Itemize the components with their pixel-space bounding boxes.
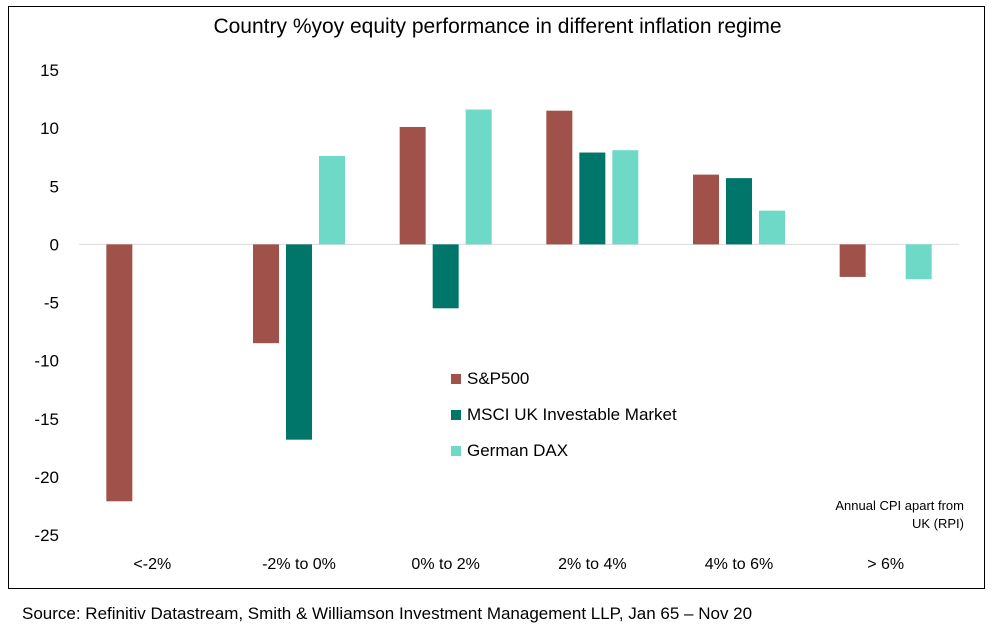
x-tick-label: 2% to 4% (558, 556, 626, 573)
y-tick-label: 15 (40, 61, 59, 80)
y-tick-label: 5 (50, 177, 59, 196)
bar (319, 156, 345, 245)
chart-note: Annual CPI apart from UK (RPI) (774, 497, 964, 533)
bar (905, 244, 932, 280)
y-tick-label: -10 (34, 352, 59, 371)
chart-note-line-2: UK (RPI) (912, 516, 964, 531)
legend-label-sp500: S&P500 (467, 369, 530, 388)
y-tick-label: -25 (34, 526, 59, 545)
y-tick-label: -15 (34, 410, 59, 429)
bar (432, 244, 459, 309)
bar (579, 152, 606, 245)
chart-legend: S&P500 MSCI UK Investable Market German … (451, 361, 677, 469)
x-tick-label: 4% to 6% (705, 556, 773, 573)
bar (465, 109, 492, 245)
x-tick-label: 0% to 2% (411, 556, 479, 573)
legend-item-msci-uk: MSCI UK Investable Market (451, 397, 677, 433)
chart-note-line-1: Annual CPI apart from (835, 498, 964, 513)
legend-swatch-msci-uk (451, 410, 461, 420)
bar (399, 126, 426, 245)
bar (286, 244, 312, 440)
bar (253, 244, 279, 344)
source-caption: Source: Refinitiv Datastream, Smith & Wi… (22, 604, 753, 623)
legend-label-msci-uk: MSCI UK Investable Market (467, 405, 677, 424)
legend-item-sp500: S&P500 (451, 361, 677, 397)
bar (612, 150, 639, 245)
chart-plot: 15 10 5 0 -5 -10 -15 -20 -25 <-2% -2% to 0% 0% to 2… (34, 61, 959, 573)
y-tick-label: 10 (40, 119, 59, 138)
y-tick-label: -20 (34, 468, 59, 487)
y-tick-label: -5 (44, 294, 59, 313)
bar (546, 110, 573, 245)
bar (693, 174, 719, 245)
legend-swatch-sp500 (451, 374, 461, 384)
legend-swatch-german-dax (451, 446, 461, 456)
y-tick-label: 0 (50, 235, 59, 254)
chart-title: Country %yoy equity performance in diffe… (213, 15, 782, 38)
chart-frame: 15 10 5 0 -5 -10 -15 -20 -25 <-2% -2% to 0% 0% to 2… (8, 6, 985, 589)
bar (759, 210, 785, 245)
x-tick-label: <-2% (133, 556, 171, 573)
bar (839, 244, 866, 277)
legend-item-german-dax: German DAX (451, 433, 677, 469)
x-tick-label: > 6% (867, 556, 904, 573)
x-tick-label: -2% to 0% (262, 556, 336, 573)
bar (726, 178, 752, 245)
legend-label-german-dax: German DAX (467, 441, 569, 460)
bar (106, 244, 133, 502)
